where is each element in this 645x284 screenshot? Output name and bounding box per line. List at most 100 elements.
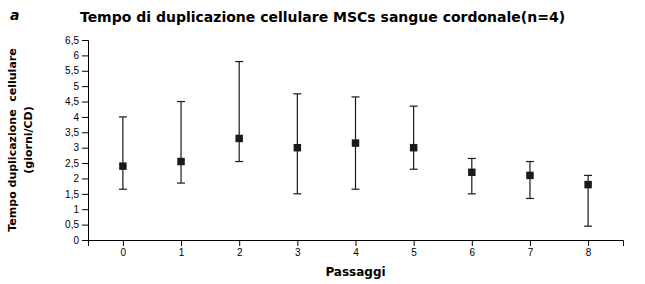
tick-label: 2 (73, 173, 79, 184)
error-cap-lower (352, 189, 360, 190)
plot: 01234567800,511,522,533,544,555,566,5 (65, 35, 623, 258)
tick-mark (530, 240, 531, 246)
tick: 1 (73, 204, 88, 215)
tick-mark (82, 240, 88, 241)
tick-mark (82, 86, 88, 87)
tick-label: 4 (353, 247, 359, 258)
tick-label: 5 (411, 247, 417, 258)
panel-label: a (10, 7, 19, 23)
tick-mark (82, 163, 88, 164)
axis-line (89, 241, 624, 247)
tick-label: 8 (586, 247, 592, 258)
point (352, 139, 359, 146)
tick: 5 (73, 81, 88, 92)
title: Tempo di duplicazione cellulare MSCs san… (80, 9, 565, 25)
tick-mark (239, 240, 240, 246)
error-cap-upper (293, 93, 301, 94)
tick-label: 0,5 (65, 219, 79, 230)
tick-label: 6 (73, 50, 79, 61)
tick-mark (82, 71, 88, 72)
error-bar-group (468, 158, 476, 193)
tick: 6 (470, 240, 476, 258)
tick-mark (82, 194, 88, 195)
tick: 4 (73, 112, 88, 123)
error-bar-group (410, 106, 418, 169)
tick: 1,5 (65, 189, 88, 200)
tick-mark (356, 240, 357, 246)
tick-label: 2 (237, 247, 243, 258)
tick: 4 (353, 240, 359, 258)
error-bar (122, 117, 123, 189)
error-cap-upper (177, 101, 185, 102)
tick-mark (82, 40, 88, 41)
error-cap-upper (410, 106, 418, 107)
tick-label: 2,5 (65, 158, 79, 169)
error-cap-lower (526, 198, 534, 199)
tick: 6,5 (65, 35, 88, 46)
error-bar-group (119, 117, 127, 189)
tick-mark (181, 240, 182, 246)
tick-label: 3 (295, 247, 301, 258)
tick: 7 (528, 240, 534, 258)
error-bar (529, 162, 530, 199)
error-bar-group (177, 102, 185, 184)
tick-label: 4 (73, 112, 79, 123)
error-cap-upper (468, 158, 476, 159)
error-bar (471, 158, 472, 193)
tick-mark (82, 178, 88, 179)
tick-mark (82, 148, 88, 149)
tick-label: 7 (528, 247, 534, 258)
tick: 0 (73, 235, 88, 246)
tick: 3 (73, 142, 88, 153)
tick: 2 (237, 240, 243, 258)
error-cap-upper (119, 116, 127, 117)
error-cap-lower (119, 189, 127, 190)
tick-mark (82, 209, 88, 210)
tick-mark (588, 240, 589, 246)
tick: 2,5 (65, 158, 88, 169)
tick: 3 (295, 240, 301, 258)
tick-label: 3 (73, 142, 79, 153)
chart: 01234567800,511,522,533,544,555,566,5Tem… (0, 0, 645, 284)
tick-label: 1,5 (65, 189, 79, 200)
error-bar-group (352, 97, 360, 189)
tick-label: 3,5 (65, 127, 79, 138)
tick: 0 (121, 240, 127, 258)
tick: 0,5 (65, 219, 88, 230)
tick: 1 (179, 240, 185, 258)
tick-label: 5 (73, 81, 79, 92)
error-cap-lower (293, 193, 301, 194)
error-bar-group (526, 162, 534, 199)
error-bar (413, 106, 414, 169)
tick-label: 6 (470, 247, 476, 258)
x-axis-title: Passaggi (325, 265, 385, 279)
error-cap-lower (468, 193, 476, 194)
tick-mark (414, 240, 415, 246)
error-cap-lower (235, 161, 243, 162)
error-bar (239, 62, 240, 162)
tick: 3,5 (65, 127, 88, 138)
tick-mark (472, 240, 473, 246)
tick-label: 5,5 (65, 65, 79, 76)
tick-mark (297, 240, 298, 246)
error-cap-upper (526, 161, 534, 162)
point (526, 172, 533, 179)
point (177, 158, 184, 165)
y-axis-title: (giorni/CD) (22, 106, 35, 174)
tick-label: 6,5 (65, 35, 79, 46)
tick-label: 1 (73, 204, 79, 215)
axis-line (82, 41, 89, 241)
point (235, 135, 242, 142)
error-cap-upper (352, 96, 360, 97)
point (468, 169, 475, 176)
tick-label: 0 (121, 247, 127, 258)
error-cap-upper (235, 61, 243, 62)
point (119, 162, 126, 169)
tick: 8 (586, 240, 592, 258)
x-axis: 0 1 2 3 4 5 6 7 8 (89, 240, 624, 258)
point (584, 181, 591, 188)
y-axis-title: Tempo duplicazione cellulare (6, 48, 19, 231)
error-cap-lower (177, 182, 185, 183)
error-cap-upper (584, 175, 592, 176)
point (410, 144, 417, 151)
